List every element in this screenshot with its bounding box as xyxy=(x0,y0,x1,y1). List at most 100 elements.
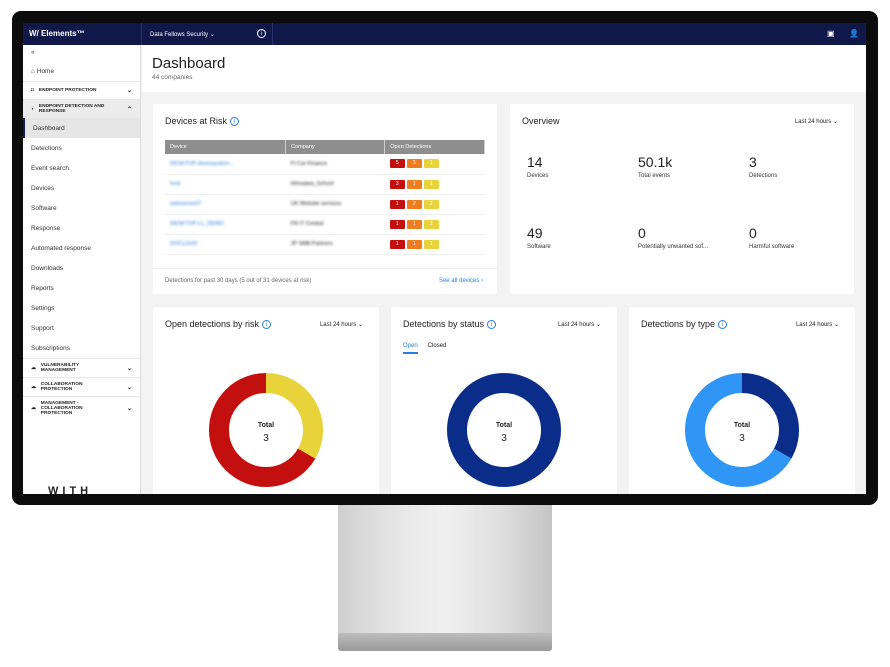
section-label: VULNERABILITY MANAGEMENT xyxy=(40,363,80,373)
section-collaboration-protection[interactable]: ☁ COLLABORATION PROTECTION ⌄ xyxy=(23,377,140,396)
device-link[interactable]: DESKTOP-LL_DEMO xyxy=(165,214,286,235)
sidebar-item-home[interactable]: ⌂ Home xyxy=(23,61,140,81)
info-icon[interactable]: i xyxy=(257,29,266,38)
low-severity-badge: 1 xyxy=(423,159,439,169)
overview-stat[interactable]: 3 Detections xyxy=(749,154,777,179)
tab-closed[interactable]: Closed xyxy=(427,343,447,349)
time-range-select[interactable]: Last 24 hours ⌄ xyxy=(557,322,601,328)
donut-segment[interactable] xyxy=(685,373,799,487)
donut-segment[interactable] xyxy=(447,373,561,487)
chart-card: Detections by status i Last 24 hours ⌄ Ope… xyxy=(391,307,617,494)
sidebar-item-downloads[interactable]: Downloads xyxy=(31,265,64,272)
home-label: Home xyxy=(36,68,55,75)
cloud-gear-icon: ☁ xyxy=(31,406,36,411)
col-device: Device xyxy=(165,140,287,154)
medium-severity-badge: 1 xyxy=(406,219,422,229)
help-icon[interactable]: ▣ xyxy=(827,29,835,38)
device-link[interactable]: webserver07 xyxy=(165,194,286,215)
sidebar-item-detections[interactable]: Detections xyxy=(31,145,62,152)
device-link[interactable]: DESKTOP-demosystem... xyxy=(165,154,286,175)
card-title-text: Open detections by risk xyxy=(165,319,260,329)
home-icon: ⌂ xyxy=(31,68,35,75)
company-cell: JP SMB Partners xyxy=(285,234,385,255)
device-name: DOCLOUD xyxy=(170,241,198,247)
stat-value: 50.1k xyxy=(638,154,673,170)
stat-value: 49 xyxy=(527,225,543,241)
sidebar-item-settings[interactable]: Settings xyxy=(31,305,55,312)
stat-label: Total events xyxy=(638,173,671,179)
sidebar-item-dashboard[interactable]: Dashboard xyxy=(23,118,140,138)
donut-chart: Total 3 xyxy=(447,373,561,487)
org-name: Data Fellows Security xyxy=(150,32,209,38)
company-name: UK Website services xyxy=(290,201,342,207)
time-range-select[interactable]: Last 24 hours ⌄ xyxy=(319,322,363,328)
edr-icon: ◗ xyxy=(31,106,34,112)
sidebar-item-event-search[interactable]: Event search xyxy=(31,165,69,172)
table-row: DESKTOP-demosystem... FI Car Finance 5 5 1 xyxy=(165,154,485,175)
screen: W/ Elements™ Data Fellows Security ⌄ i ▣ … xyxy=(23,23,866,494)
monitor-stand xyxy=(338,505,552,633)
info-icon[interactable]: i xyxy=(262,320,272,330)
sidebar-item-software[interactable]: Software xyxy=(31,205,57,212)
medium-severity-badge: 2 xyxy=(406,199,422,209)
overview-stat[interactable]: 50.1k Total events xyxy=(638,154,672,179)
section-edr[interactable]: ◗ ENDPOINT DETECTION AND RESPONSE ⌃ xyxy=(23,99,140,118)
company-cell: Hirosawa_School xyxy=(285,174,385,195)
company-cell: UK Website services xyxy=(285,194,385,215)
card-title: Overview xyxy=(522,116,560,126)
overview-card: Overview Last 24 hours ⌄ 14 Devices 50.1k T… xyxy=(510,104,854,294)
page-title: Dashboard xyxy=(152,55,226,72)
time-range-select[interactable]: Last 24 hours ⌄ xyxy=(794,119,838,125)
section-label: ENDPOINT PROTECTION xyxy=(38,88,97,93)
sidebar-item-subscriptions[interactable]: Subscriptions xyxy=(31,345,71,352)
low-severity-badge: 1 xyxy=(423,239,439,249)
user-icon[interactable]: 👤 xyxy=(849,29,859,38)
sidebar-item-devices[interactable]: Devices xyxy=(31,185,55,192)
overview-stat[interactable]: 0 Harmful software xyxy=(749,225,794,250)
chevron-down-icon: ⌄ xyxy=(126,384,132,391)
overview-stat[interactable]: 14 Devices xyxy=(527,154,548,179)
sidebar-item-reports[interactable]: Reports xyxy=(31,285,54,292)
overview-stat[interactable]: 0 Potentially unwanted sof... xyxy=(638,225,708,250)
divider xyxy=(153,268,497,269)
section-endpoint-protection[interactable]: ◘ ENDPOINT PROTECTION ⌄ xyxy=(23,81,140,99)
organization-selector[interactable]: Data Fellows Security ⌄ i xyxy=(141,23,273,45)
sidebar-item-automated-response[interactable]: Automated response xyxy=(31,245,91,252)
device-link[interactable]: DOCLOUD xyxy=(165,234,286,255)
info-icon[interactable]: i xyxy=(487,320,497,330)
section-management-collaboration[interactable]: ☁ MANAGEMENT - COLLABORATION PROTECTION ⌄ xyxy=(23,396,140,420)
sidebar-item-response[interactable]: Response xyxy=(31,225,61,232)
stat-label: Software xyxy=(527,244,551,250)
high-severity-badge: 1 xyxy=(389,239,405,249)
chart-card: Open detections by risk i Last 24 hours ⌄… xyxy=(153,307,379,494)
cloud-icon: ☁ xyxy=(31,384,36,390)
section-vulnerability-management[interactable]: ☁ VULNERABILITY MANAGEMENT ⌄ xyxy=(23,358,140,377)
stat-label: Devices xyxy=(527,173,549,179)
company-name: Hirosawa_School xyxy=(290,181,334,187)
stat-value: 14 xyxy=(527,154,543,170)
top-bar: W/ Elements™ Data Fellows Security ⌄ i ▣ … xyxy=(23,23,866,45)
device-name: DESKTOP-demosystem... xyxy=(170,160,234,167)
info-icon[interactable]: i xyxy=(718,320,728,330)
info-icon[interactable]: i xyxy=(230,117,240,127)
tab-open[interactable]: Open xyxy=(403,343,418,354)
sidebar-item-support[interactable]: Support xyxy=(31,325,54,332)
overview-stat[interactable]: 49 Software xyxy=(527,225,551,250)
time-range-select[interactable]: Last 24 hours ⌄ xyxy=(795,322,839,328)
devices-at-risk-card: Devices at Risk i Device Company Open Detec… xyxy=(153,104,497,294)
section-label: ENDPOINT DETECTION AND RESPONSE xyxy=(38,104,105,114)
section-label: MANAGEMENT - COLLABORATION PROTECTION xyxy=(40,401,83,416)
device-name: webserver07 xyxy=(170,201,202,207)
chevron-down-icon: ⌄ xyxy=(126,365,132,372)
collapse-button[interactable]: « xyxy=(31,49,35,56)
see-all-devices-link[interactable]: See all devices › xyxy=(438,278,483,284)
low-severity-badge: 2 xyxy=(423,199,439,209)
company-name: JP SMB Partners xyxy=(290,241,333,247)
company-name: FR IT Central xyxy=(290,221,324,227)
donut-segment[interactable] xyxy=(209,373,323,487)
device-link[interactable]: host xyxy=(165,174,286,195)
